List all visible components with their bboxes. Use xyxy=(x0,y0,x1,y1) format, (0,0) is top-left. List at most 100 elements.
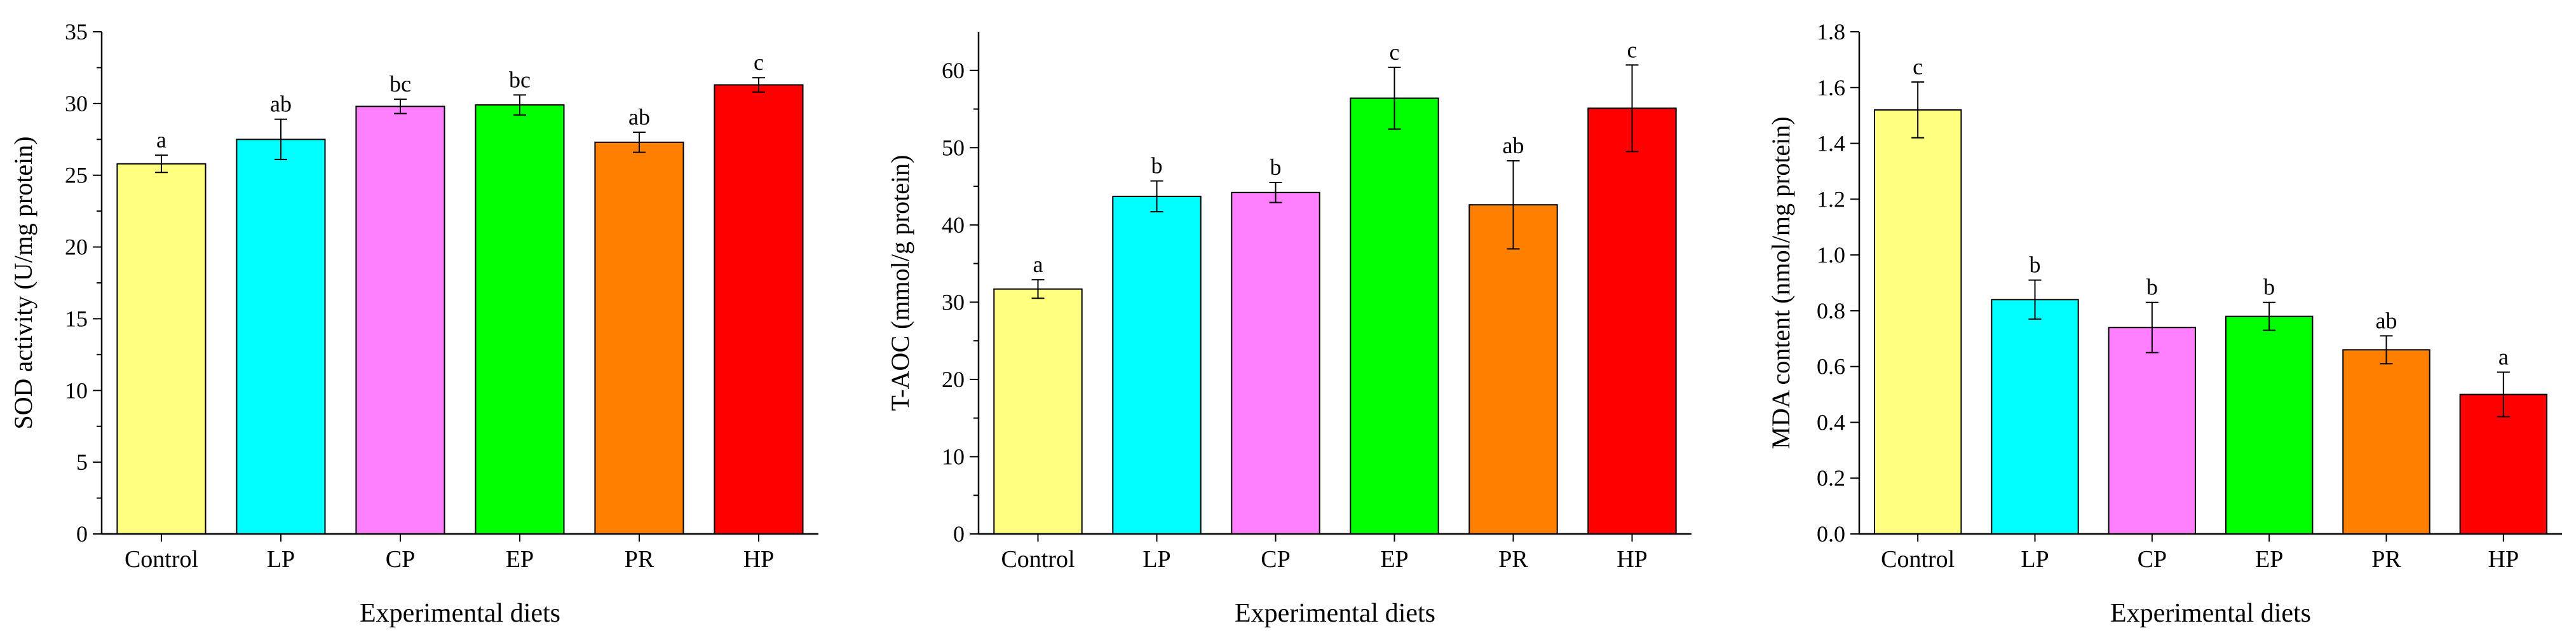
significance-letter: b xyxy=(1151,153,1163,179)
x-tick-label: LP xyxy=(1142,546,1170,573)
error-bar-control xyxy=(1031,279,1045,299)
bar-control xyxy=(993,288,1083,535)
y-tick-label: 50 xyxy=(942,135,965,160)
bar-pr xyxy=(2342,349,2430,535)
x-tick-label: LP xyxy=(267,546,295,573)
x-tick-label: CP xyxy=(386,546,415,573)
significance-letter: c xyxy=(754,50,764,75)
y-axis-title: MDA content (nmol/mg protein) xyxy=(1766,116,1795,449)
error-bar-pr xyxy=(2380,335,2393,365)
y-tick-label: 15 xyxy=(65,306,88,331)
error-bar-hp xyxy=(1625,64,1639,153)
y-tick-label: 40 xyxy=(942,212,965,238)
bar-ep xyxy=(2225,315,2314,535)
bar-lp xyxy=(236,139,326,535)
error-bar-pr xyxy=(633,132,646,153)
bar-hp xyxy=(1587,107,1677,535)
significance-letter: c xyxy=(1627,37,1637,62)
error-bar-lp xyxy=(1150,180,1163,213)
error-bar-control xyxy=(1911,81,1925,139)
error-bar-cp xyxy=(1269,182,1282,203)
y-tick-label: 10 xyxy=(65,378,88,403)
y-tick-label: 35 xyxy=(65,19,88,44)
y-tick-label: 20 xyxy=(942,367,965,392)
chart-panel-1: a Control ab LP bc CP bc EP ab PR c HP 0 5 10 15 20 25 30 3… xyxy=(9,19,818,628)
significance-letter: a xyxy=(2498,344,2509,369)
y-tick-label: 1.6 xyxy=(1817,75,1845,100)
x-tick-label: PR xyxy=(2371,546,2401,573)
error-bar-cp xyxy=(394,99,407,114)
y-tick-label: 0.6 xyxy=(1817,354,1845,379)
significance-letter: bc xyxy=(509,67,531,92)
bar-hp xyxy=(714,84,804,535)
significance-letter: ab xyxy=(270,92,292,117)
error-bar-hp xyxy=(2497,371,2510,418)
error-bar-pr xyxy=(1507,160,1520,250)
bar-hp xyxy=(2459,393,2548,535)
y-tick-label: 0.2 xyxy=(1817,465,1845,491)
y-tick-label: 0.8 xyxy=(1817,298,1845,324)
y-tick-label: 0 xyxy=(76,521,88,547)
significance-letter: a xyxy=(156,127,166,153)
error-bar-cp xyxy=(2145,301,2159,353)
error-bar-control xyxy=(155,154,168,174)
error-bar-hp xyxy=(752,77,765,93)
significance-letter: c xyxy=(1913,54,1923,79)
panels: aControlabLPbcCPbcEPabPRcHP0510152025303… xyxy=(9,19,2562,628)
significance-letter: b xyxy=(2263,275,2275,300)
y-tick-label: 1.4 xyxy=(1817,131,1845,156)
bar-pr xyxy=(1468,204,1558,535)
significance-letter: b xyxy=(2030,252,2041,278)
significance-letter: ab xyxy=(1503,133,1524,158)
y-tick-label: 1.8 xyxy=(1817,19,1845,44)
x-tick-label: PR xyxy=(1498,546,1528,573)
bar-cp xyxy=(355,106,445,535)
y-tick-label: 30 xyxy=(942,289,965,315)
x-tick-label: HP xyxy=(2488,546,2519,573)
x-tick-label: EP xyxy=(506,546,534,573)
x-tick-label: PR xyxy=(625,546,654,573)
significance-letter: b xyxy=(1270,154,1282,180)
y-tick-label: 10 xyxy=(942,444,965,470)
x-axis-title: Experimental diets xyxy=(1235,599,1435,628)
y-tick-label: 30 xyxy=(65,91,88,116)
y-tick-label: 0.4 xyxy=(1817,409,1845,435)
x-tick-label: LP xyxy=(2021,546,2049,573)
x-tick-label: EP xyxy=(2255,546,2283,573)
significance-letter: c xyxy=(1390,39,1400,65)
significance-letter: b xyxy=(2146,275,2158,300)
error-bar-lp xyxy=(2028,279,2042,320)
bar-cp xyxy=(2108,327,2197,535)
error-bar-lp xyxy=(275,118,287,160)
chart-panel-3: c Control b LP b CP b EP ab PR a HP 0.0 0.2 0.4 0.6 0.8 1… xyxy=(1766,19,2562,628)
bar-control xyxy=(116,163,207,535)
y-tick-label: 60 xyxy=(942,58,965,83)
significance-letter: ab xyxy=(628,104,650,130)
x-axis-title: Experimental diets xyxy=(2110,599,2311,628)
x-tick-label: CP xyxy=(2138,546,2167,573)
significance-letter: a xyxy=(1033,252,1043,277)
x-tick-label: HP xyxy=(743,546,775,573)
x-tick-label: HP xyxy=(1617,546,1648,573)
x-tick-label: Control xyxy=(1001,546,1074,573)
error-bar-ep xyxy=(2263,301,2276,331)
bar-ep xyxy=(475,104,565,535)
y-tick-label: 0.0 xyxy=(1817,521,1845,547)
x-tick-label: Control xyxy=(1881,546,1955,573)
bar-cp xyxy=(1231,191,1320,535)
y-axis-title: SOD activity (U/mg protein) xyxy=(9,136,37,429)
y-tick-label: 0 xyxy=(953,521,965,547)
error-bar-ep xyxy=(1388,66,1401,130)
bar-pr xyxy=(594,141,684,535)
x-tick-label: Control xyxy=(125,546,198,573)
significance-letter: ab xyxy=(2376,308,2397,333)
bar-ep xyxy=(1350,97,1439,535)
bar-control xyxy=(1874,109,1962,535)
y-axis-title: T-AOC (mmol/g protein) xyxy=(886,155,914,411)
y-tick-label: 1.2 xyxy=(1817,186,1845,212)
chart-panel-2: a Control b LP b CP c EP ab PR c HP 0 10 20 30 40 50 60 T-A… xyxy=(886,32,1691,628)
y-tick-label: 25 xyxy=(65,163,88,188)
error-bar-ep xyxy=(513,94,526,116)
y-tick-label: 1.0 xyxy=(1817,242,1845,268)
